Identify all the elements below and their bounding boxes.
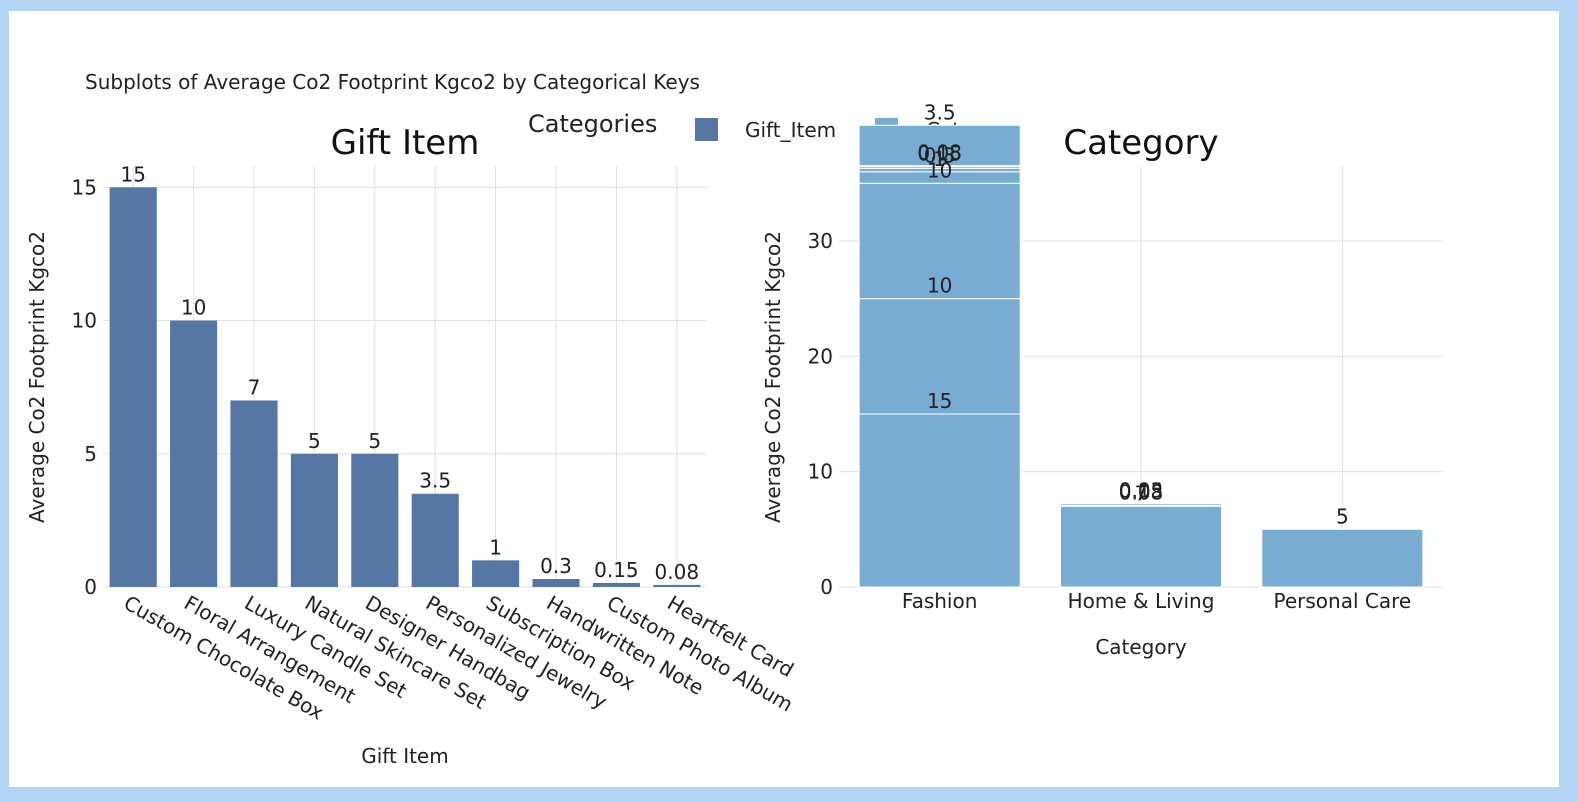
bar-segment-personal-care[interactable] (1261, 528, 1424, 588)
data-label-designer-handbag: 5 (368, 429, 381, 453)
subplot-gift-item: 15 10 7 5 5 3.5 1 0.3 0.15 0.08 0 5 10 15 Custom Cho… (25, 123, 798, 768)
bar-floral-arrangement[interactable] (170, 320, 218, 587)
bar-segment-home-and-living[interactable] (1059, 505, 1223, 588)
data-label-fashion: 1 (933, 147, 946, 171)
data-label-fashion: 10 (927, 274, 952, 298)
subplot-category-x-axis-label: Category (1095, 635, 1187, 659)
bar-handwritten-note[interactable] (532, 579, 580, 587)
subplot-gift-item-y-ticks: 0 5 10 15 (72, 175, 97, 599)
bar-segment-fashion[interactable] (858, 182, 1021, 300)
subplot-category-bars (858, 124, 1424, 588)
bar-luxury-candle-set[interactable] (230, 400, 278, 587)
data-label-home-and-living: 0.03 (1119, 478, 1164, 502)
bar-personalized-jewelry[interactable] (411, 493, 459, 587)
y-tick-label: 15 (72, 175, 97, 199)
data-label-fashion: 0.3 (924, 143, 956, 167)
subplot-category-y-ticks: 0 10 20 30 (808, 229, 833, 599)
y-tick-label: 10 (808, 460, 833, 484)
x-tick-label-personal-care: Personal Care (1273, 589, 1411, 613)
y-tick-label: 30 (808, 229, 833, 253)
subplot-gift-item-y-axis-label: Average Co2 Footprint Kgco2 (25, 231, 49, 523)
legend-label-gift-item[interactable]: Gift_Item (745, 118, 836, 142)
data-label-custom-photo-album: 0.15 (594, 558, 639, 582)
bar-custom-chocolate-box[interactable] (109, 187, 157, 587)
data-label-subscription-box: 1 (489, 535, 502, 559)
bar-heartfelt-card[interactable] (653, 584, 701, 587)
y-tick-label: 10 (72, 309, 97, 333)
data-label-personalized-jewelry: 3.5 (419, 469, 451, 493)
y-tick-label: 0 (820, 575, 833, 599)
data-label-fashion: 3.5 (924, 100, 956, 124)
subplot-gift-item-bars (109, 187, 701, 587)
figure-title: Subplots of Average Co2 Footprint Kgco2 … (85, 70, 700, 94)
subplot-gift-item-x-axis-label: Gift Item (361, 744, 448, 768)
data-label-fashion: 0.15 (917, 142, 962, 166)
subplot-category-y-axis-label: Average Co2 Footprint Kgco2 (761, 231, 785, 523)
legend-title: Categories (528, 110, 657, 138)
data-label-fashion: 0.08 (917, 141, 962, 165)
bar-segment-fashion[interactable] (858, 413, 1021, 588)
data-label-custom-chocolate-box: 15 (120, 162, 145, 186)
bar-subscription-box[interactable] (472, 560, 520, 587)
data-label-luxury-candle-set: 7 (248, 375, 261, 399)
bar-custom-photo-album[interactable] (592, 583, 640, 587)
bar-segment-fashion[interactable] (858, 298, 1021, 415)
data-label-home-and-living: 0.08 (1119, 480, 1164, 504)
data-label-handwritten-note: 0.3 (540, 554, 572, 578)
x-tick-label-fashion: Fashion (902, 589, 978, 613)
data-label-personal-care: 5 (1336, 504, 1349, 528)
data-label-fashion: 10 (927, 158, 952, 182)
legend-swatch-gift-item[interactable] (695, 118, 718, 141)
data-label-fashion: 15 (927, 389, 952, 413)
x-tick-label-home-and-living: Home & Living (1068, 589, 1215, 613)
data-label-natural-skincare-set: 5 (308, 429, 321, 453)
y-tick-label: 20 (808, 344, 833, 368)
subplot-gift-item-data-labels: 15 10 7 5 5 3.5 1 0.3 0.15 0.08 (120, 162, 699, 584)
chart-canvas: Subplots of Average Co2 Footprint Kgco2 … (25, 70, 1443, 768)
y-tick-label: 0 (84, 575, 97, 599)
y-tick-label: 5 (84, 442, 97, 466)
data-label-home-and-living: 0.15 (1119, 479, 1164, 503)
bar-natural-skincare-set[interactable] (290, 453, 338, 587)
subplot-category-title: Category (1063, 123, 1218, 163)
bar-designer-handbag[interactable] (351, 453, 399, 587)
subplot-category-x-ticks: Fashion Home & Living Personal Care (902, 589, 1411, 613)
subplot-gift-item-title: Gift Item (331, 123, 480, 163)
bar-segment-fashion[interactable] (858, 124, 1021, 167)
data-label-home-and-living: 7 (1135, 481, 1148, 505)
data-label-floral-arrangement: 10 (181, 296, 206, 320)
chart-frame: Subplots of Average Co2 Footprint Kgco2 … (9, 11, 1559, 787)
data-label-heartfelt-card: 0.08 (655, 560, 700, 584)
